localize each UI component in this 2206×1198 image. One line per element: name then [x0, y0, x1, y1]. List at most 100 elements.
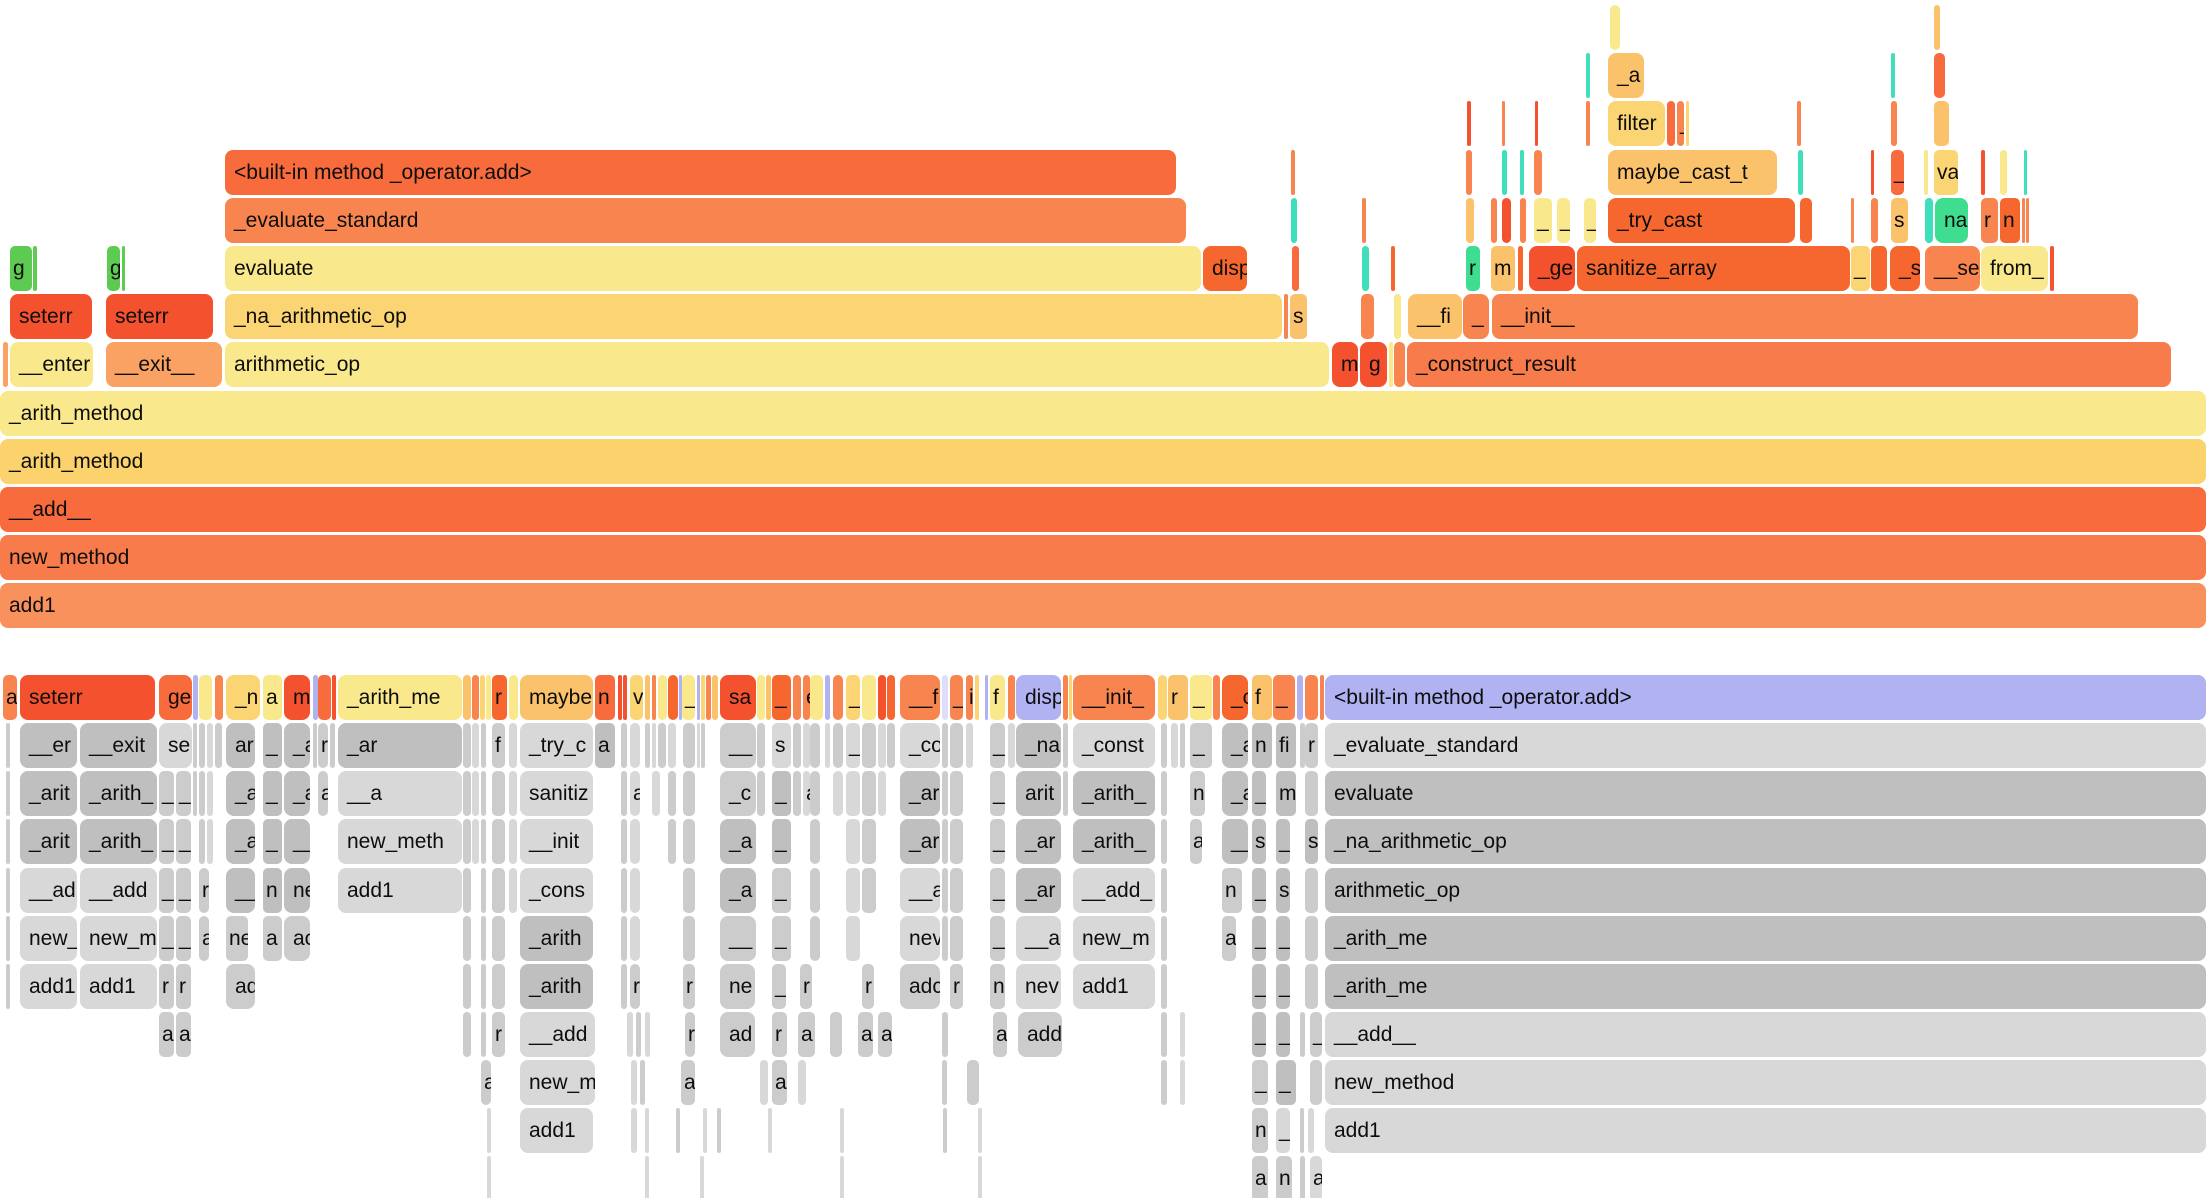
- frame-seterr[interactable]: seterr: [20, 675, 155, 720]
- frame-bar[interactable]: [830, 1012, 842, 1057]
- frame-m[interactable]: m: [1332, 342, 1358, 387]
- frame-_arit[interactable]: _arit: [20, 771, 77, 816]
- frame-bar[interactable]: [199, 675, 212, 720]
- frame-_[interactable]: _: [990, 868, 1005, 913]
- frame-__enter[interactable]: __enter: [10, 342, 93, 387]
- frame-bar[interactable]: [207, 819, 213, 864]
- frame-_ar[interactable]: _ar: [1016, 819, 1061, 864]
- frame-bar[interactable]: [330, 723, 335, 768]
- frame-bar[interactable]: [122, 246, 125, 291]
- frame-a[interactable]: a: [481, 1060, 491, 1105]
- frame-ge[interactable]: ge: [159, 675, 192, 720]
- frame-_[interactable]: _: [1252, 1060, 1268, 1105]
- frame-bar[interactable]: [1310, 1060, 1322, 1105]
- frame-bar[interactable]: [463, 1012, 471, 1057]
- frame-bar[interactable]: [621, 916, 627, 961]
- frame-g[interactable]: g: [1360, 342, 1387, 387]
- frame-_arith_[interactable]: _arith_: [1073, 819, 1155, 864]
- frame-bar[interactable]: [313, 723, 317, 768]
- frame-bar[interactable]: [199, 819, 205, 864]
- frame-bar[interactable]: [942, 916, 948, 961]
- frame-bar[interactable]: [825, 675, 830, 720]
- frame-__[interactable]: __: [284, 819, 310, 864]
- frame-_[interactable]: _: [1557, 198, 1570, 243]
- frame-bar[interactable]: [810, 675, 823, 720]
- frame-r[interactable]: r: [492, 675, 507, 720]
- frame-bar[interactable]: [846, 868, 860, 913]
- frame-add1[interactable]: add1: [1073, 964, 1155, 1009]
- frame-arithmetic_op[interactable]: arithmetic_op: [1325, 868, 2206, 913]
- frame-__[interactable]: __: [720, 723, 756, 768]
- frame-_arith_me[interactable]: _arith_me: [338, 675, 462, 720]
- frame-r[interactable]: r: [1981, 198, 1998, 243]
- frame-__init[interactable]: __init: [520, 819, 593, 864]
- frame-a[interactable]: a: [1222, 916, 1236, 961]
- frame-bar[interactable]: [1161, 771, 1167, 816]
- frame-bar[interactable]: [33, 246, 37, 291]
- frame-_try_cast[interactable]: _try_cast: [1608, 198, 1795, 243]
- frame-bar[interactable]: [950, 771, 963, 816]
- frame-__add__[interactable]: __add__: [0, 487, 2206, 532]
- frame-_a[interactable]: _a: [1222, 723, 1248, 768]
- frame-se[interactable]: se: [159, 723, 192, 768]
- frame-bar[interactable]: [1161, 916, 1167, 961]
- frame-a[interactable]: a: [3, 675, 17, 720]
- frame-maybe[interactable]: maybe: [520, 675, 593, 720]
- frame-_arith[interactable]: _arith: [520, 964, 593, 1009]
- frame-_[interactable]: _: [772, 916, 791, 961]
- frame-_[interactable]: _: [990, 819, 1005, 864]
- frame-bar[interactable]: [862, 675, 876, 720]
- frame-bar[interactable]: [683, 771, 695, 816]
- frame-bar[interactable]: [833, 675, 843, 720]
- frame-add1[interactable]: add1: [0, 583, 2206, 628]
- frame-bar[interactable]: [706, 675, 711, 720]
- frame-_ar[interactable]: _ar: [900, 771, 940, 816]
- frame-_[interactable]: _: [176, 916, 191, 961]
- frame-bar[interactable]: [481, 964, 486, 1009]
- frame-disp[interactable]: disp: [1016, 675, 1061, 720]
- frame-_[interactable]: _: [159, 771, 174, 816]
- frame-disp[interactable]: disp: [1203, 246, 1247, 291]
- frame-s[interactable]: s: [1305, 819, 1318, 864]
- frame-f[interactable]: f: [492, 723, 505, 768]
- frame-_[interactable]: _: [263, 771, 282, 816]
- frame-_[interactable]: _: [1252, 1012, 1266, 1057]
- frame-_[interactable]: _: [1276, 1060, 1296, 1105]
- frame-bar[interactable]: [1300, 1012, 1305, 1057]
- frame-_evaluate_standard[interactable]: _evaluate_standard: [225, 198, 1186, 243]
- frame-g[interactable]: g: [107, 246, 120, 291]
- frame-_cons[interactable]: _cons: [520, 868, 593, 913]
- frame-f[interactable]: f: [1252, 675, 1272, 720]
- frame-bar[interactable]: [810, 819, 820, 864]
- frame-bar[interactable]: [1291, 198, 1297, 243]
- frame-bar[interactable]: [1518, 246, 1523, 291]
- frame-a[interactable]: a: [595, 723, 615, 768]
- frame-_na[interactable]: _na: [1016, 723, 1061, 768]
- frame-bar[interactable]: [757, 675, 765, 720]
- frame-bar[interactable]: [463, 868, 471, 913]
- frame-a[interactable]: a: [772, 1060, 787, 1105]
- frame-bar[interactable]: [1934, 101, 1949, 146]
- frame-bar[interactable]: [810, 916, 820, 961]
- frame-bar[interactable]: [2024, 150, 2027, 195]
- frame-bar[interactable]: [679, 675, 682, 720]
- frame-__init_[interactable]: __init_: [1073, 675, 1155, 720]
- frame-bar[interactable]: [318, 675, 331, 720]
- frame-_[interactable]: _: [159, 916, 174, 961]
- frame-n[interactable]: n: [1222, 868, 1242, 913]
- frame-ne[interactable]: ne: [720, 964, 755, 1009]
- frame-_a[interactable]: _a: [226, 771, 255, 816]
- frame-bar[interactable]: [6, 723, 10, 768]
- frame-bar[interactable]: [717, 1108, 721, 1153]
- frame-bar[interactable]: [887, 723, 895, 768]
- frame-_evaluate_standard[interactable]: _evaluate_standard: [1325, 723, 2206, 768]
- frame-ac[interactable]: ac: [284, 916, 310, 961]
- frame-bar[interactable]: [486, 675, 491, 720]
- frame-e[interactable]: e: [803, 675, 810, 720]
- frame-__[interactable]: __: [226, 868, 255, 913]
- frame-bar[interactable]: [846, 819, 860, 864]
- frame-a[interactable]: a: [1310, 1156, 1322, 1198]
- frame-bar[interactable]: [1394, 294, 1401, 339]
- frame-builtinmethod_operator.add[interactable]: <built-in method _operator.add>: [1325, 675, 2206, 720]
- frame-_[interactable]: _: [1276, 819, 1290, 864]
